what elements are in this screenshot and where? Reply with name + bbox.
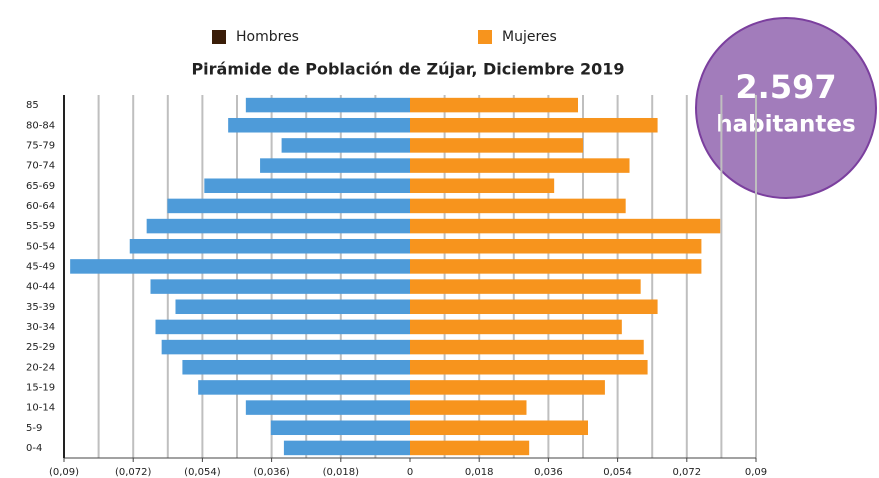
bar bbox=[146, 218, 410, 234]
x-tick-label: 0,09 bbox=[745, 467, 767, 478]
bar bbox=[410, 259, 702, 274]
y-tick-label: 45-49 bbox=[26, 261, 55, 272]
x-tick-label: 0,018 bbox=[465, 467, 494, 478]
bar bbox=[281, 138, 410, 153]
bar bbox=[410, 319, 622, 335]
x-tick-label: 0 bbox=[407, 467, 413, 478]
x-tick-label: (0,072) bbox=[115, 467, 152, 478]
bar bbox=[245, 97, 410, 113]
bar bbox=[410, 178, 555, 194]
y-tick-label: 70-74 bbox=[26, 161, 55, 172]
bar bbox=[198, 380, 410, 395]
bar bbox=[70, 259, 410, 274]
badge-label: habitantes bbox=[716, 112, 855, 138]
y-tick-label: 30-34 bbox=[26, 322, 55, 333]
x-tick-label: (0,036) bbox=[253, 467, 290, 478]
bar bbox=[245, 400, 410, 415]
y-tick-label: 55-59 bbox=[26, 221, 55, 232]
badge-number: 2.597 bbox=[735, 68, 836, 106]
bar bbox=[410, 420, 588, 436]
bar bbox=[129, 238, 411, 254]
legend-swatch bbox=[212, 30, 226, 44]
bar bbox=[410, 158, 630, 173]
bar bbox=[410, 218, 721, 234]
bar bbox=[410, 117, 658, 133]
y-tick-label: 40-44 bbox=[26, 282, 55, 293]
badge bbox=[695, 17, 877, 199]
bar bbox=[228, 117, 410, 133]
bar bbox=[410, 359, 648, 375]
bar bbox=[410, 440, 530, 456]
y-tick-label: 5-9 bbox=[26, 423, 42, 434]
bar bbox=[410, 138, 583, 153]
x-tick-label: (0,09) bbox=[49, 467, 79, 478]
bar bbox=[167, 198, 410, 214]
bar bbox=[410, 380, 605, 395]
chart-title: Pirámide de Población de Zújar, Diciembr… bbox=[191, 60, 624, 79]
bar bbox=[410, 238, 702, 254]
bar bbox=[410, 400, 527, 415]
y-tick-label: 10-14 bbox=[26, 403, 55, 414]
bar bbox=[410, 299, 658, 315]
bar bbox=[260, 158, 410, 173]
x-tick-label: (0,018) bbox=[323, 467, 360, 478]
bar bbox=[283, 440, 410, 456]
y-tick-label: 65-69 bbox=[26, 181, 55, 192]
y-tick-label: 80-84 bbox=[26, 120, 55, 131]
bar bbox=[150, 279, 410, 294]
bar bbox=[155, 319, 410, 335]
y-tick-label: 25-29 bbox=[26, 342, 55, 353]
legend-label: Mujeres bbox=[502, 29, 557, 45]
bar bbox=[410, 198, 626, 214]
y-tick-label: 0-4 bbox=[26, 443, 42, 454]
bar bbox=[161, 339, 410, 355]
bar bbox=[182, 359, 410, 375]
legend-swatch bbox=[478, 30, 492, 44]
bar bbox=[204, 178, 410, 194]
y-tick-label: 20-24 bbox=[26, 362, 55, 373]
bar bbox=[410, 279, 641, 294]
bar bbox=[410, 97, 579, 113]
bar bbox=[175, 299, 410, 315]
y-tick-label: 15-19 bbox=[26, 382, 55, 393]
legend-label: Hombres bbox=[236, 29, 299, 45]
x-tick-label: 0,072 bbox=[672, 467, 701, 478]
x-tick-label: 0,036 bbox=[534, 467, 563, 478]
bar bbox=[270, 420, 410, 436]
y-tick-label: 60-64 bbox=[26, 201, 55, 212]
x-tick-label: 0,054 bbox=[603, 467, 632, 478]
y-tick-label: 85 bbox=[26, 100, 39, 111]
y-tick-label: 50-54 bbox=[26, 241, 55, 252]
bar bbox=[410, 339, 644, 355]
y-tick-label: 75-79 bbox=[26, 140, 55, 151]
y-tick-label: 35-39 bbox=[26, 302, 55, 313]
x-tick-label: (0,054) bbox=[184, 467, 221, 478]
